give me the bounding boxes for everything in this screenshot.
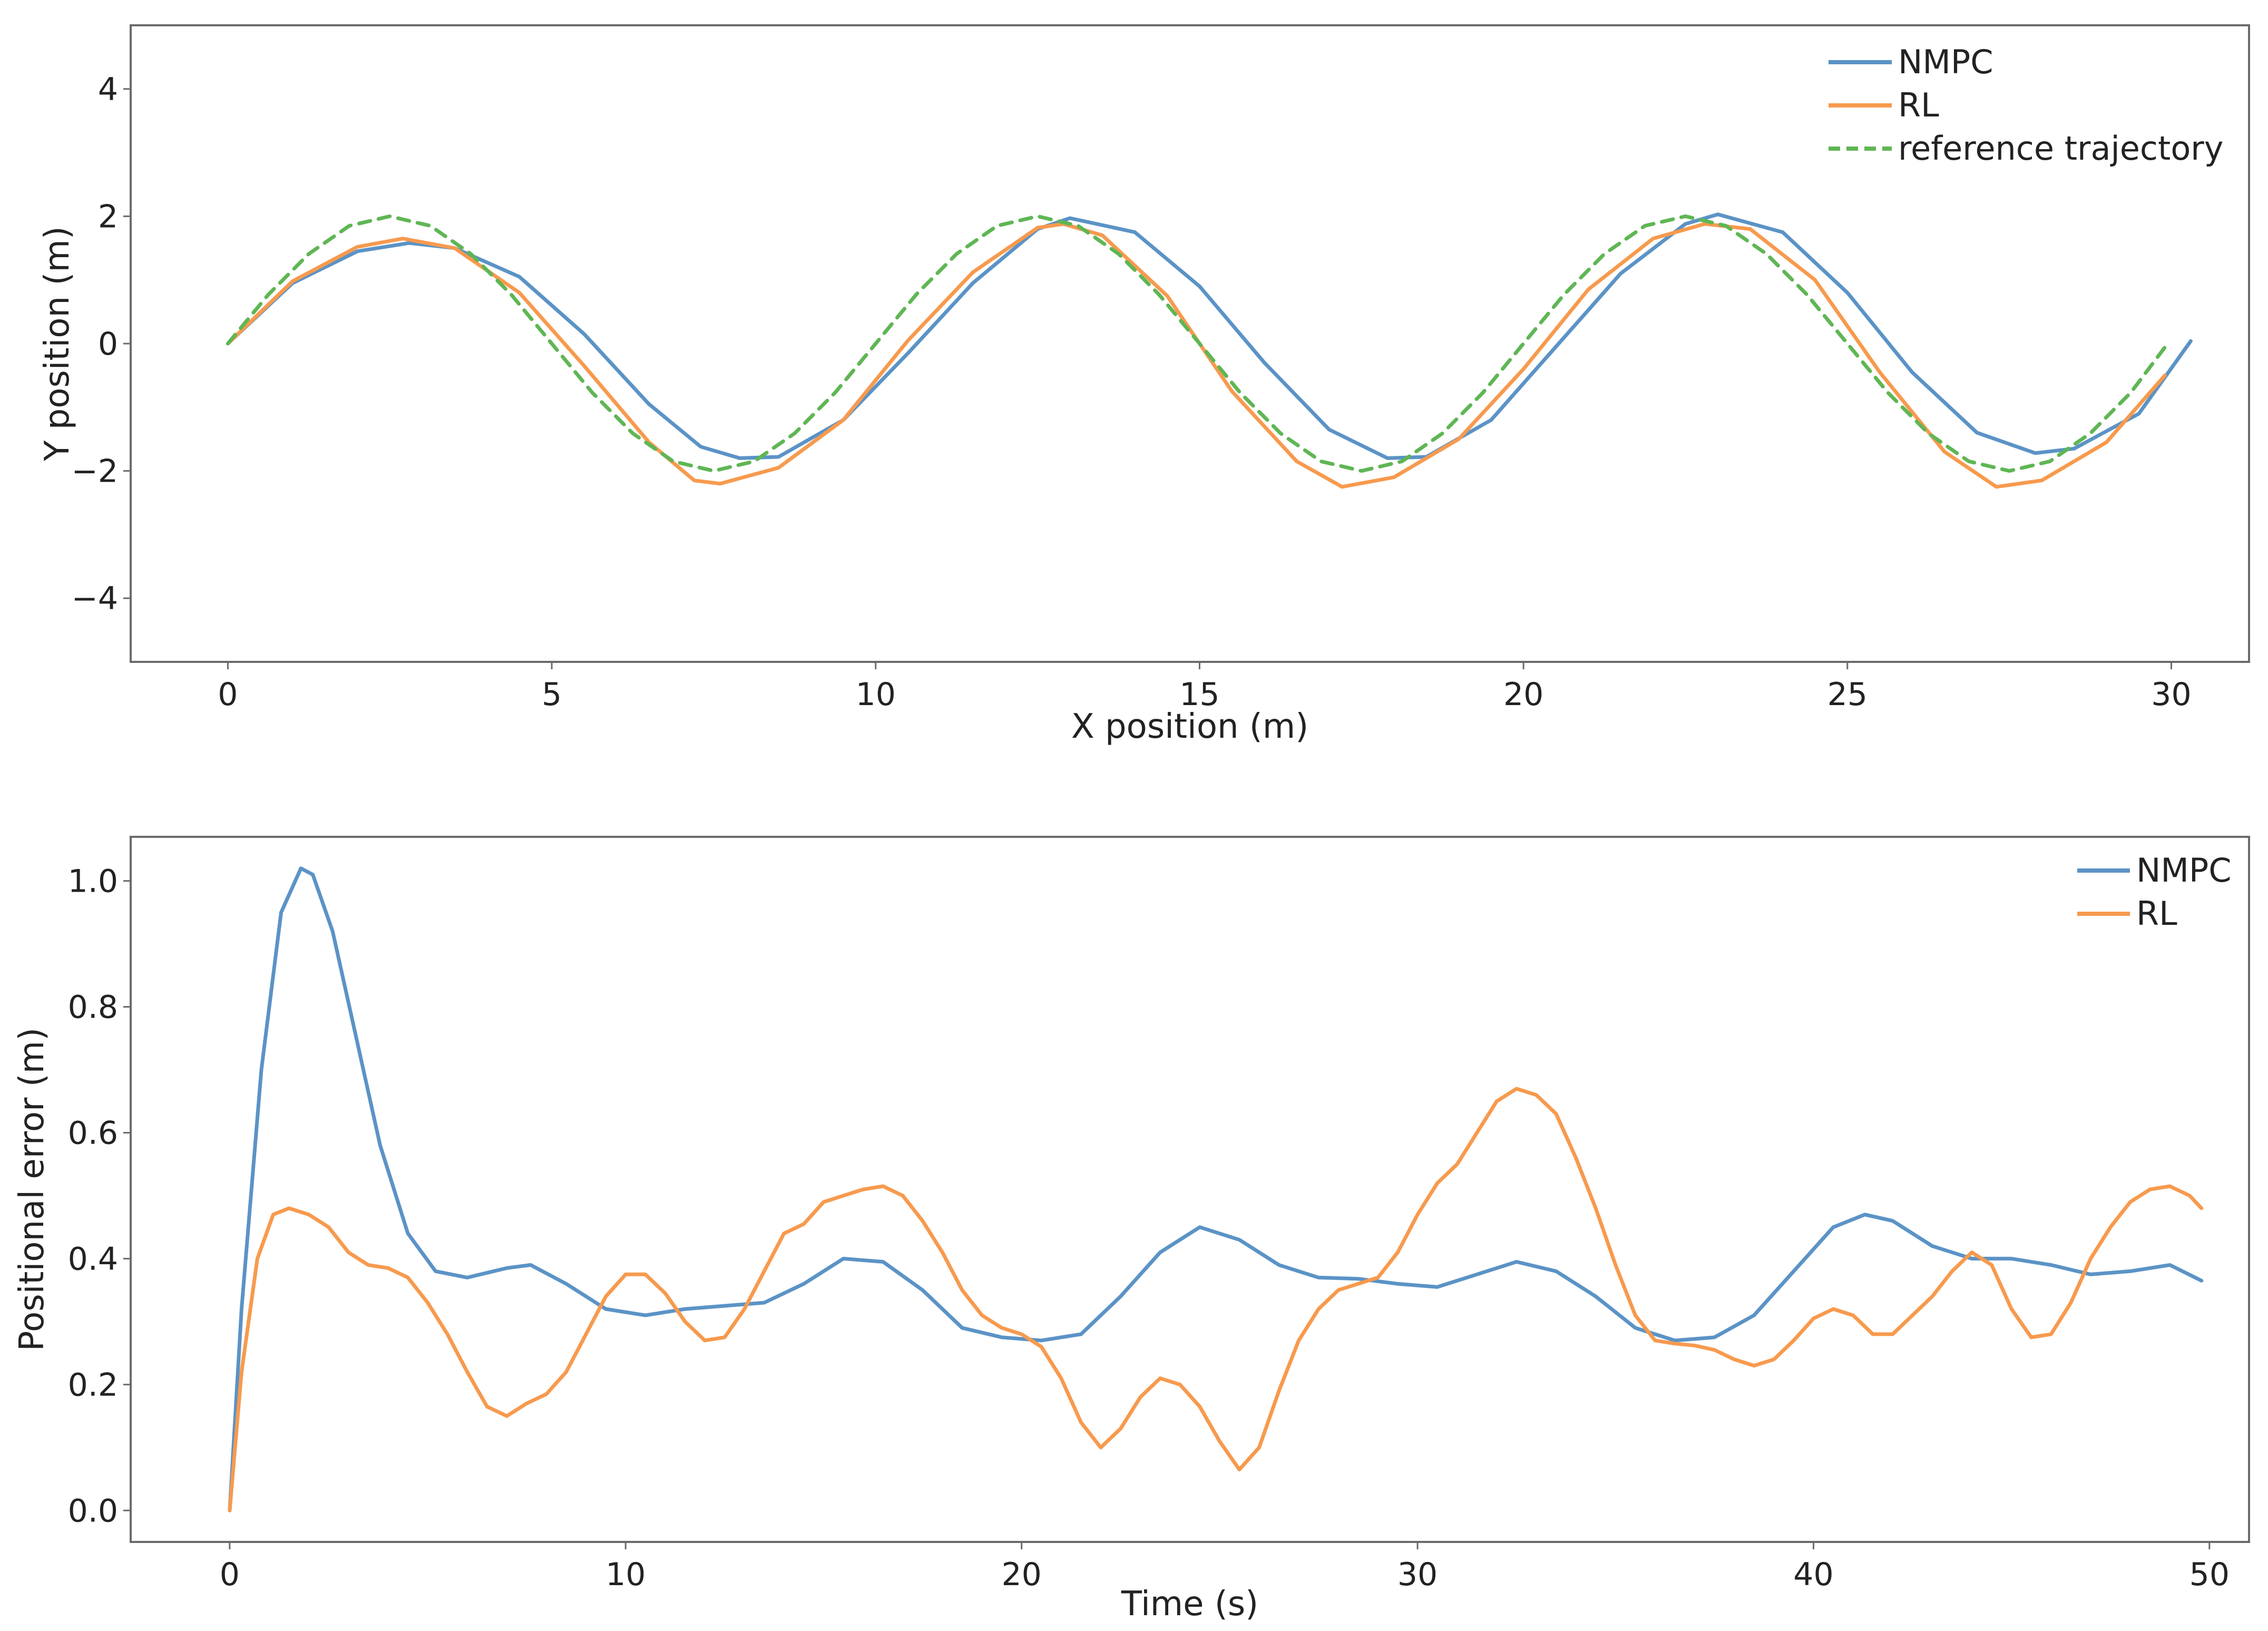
y-tick-label: 0.2 <box>68 1366 118 1403</box>
error-chart: 0 10 20 30 40 50 0.0 0.2 0.4 0.6 0.8 1.0 Time (s) P… <box>13 836 2250 1624</box>
y-tick-label: −4 <box>72 580 118 617</box>
x-tick-label: 20 <box>1503 676 1543 713</box>
y-tick-label: −2 <box>72 453 118 490</box>
legend-item-rl: RL <box>2077 894 2177 933</box>
error-legend: NMPC RL <box>2077 851 2232 933</box>
y-tick-label: 0.0 <box>68 1492 118 1529</box>
trajectory-x-axis-label: X position (m) <box>1071 707 1308 746</box>
legend-item-nmpc: NMPC <box>2077 851 2232 890</box>
y-tick-label: 0.4 <box>68 1241 118 1277</box>
y-tick-label: 0 <box>98 326 118 363</box>
error-plot-frame <box>130 836 2250 1543</box>
legend-label-rl: RL <box>2136 894 2177 933</box>
error-plot-area: 0 10 20 30 40 50 0.0 0.2 0.4 0.6 0.8 1.0 <box>68 836 2250 1593</box>
series-line-nmpc <box>228 866 2204 1512</box>
legend-item-rl: RL <box>1829 86 1939 124</box>
y-tick-label: 0.8 <box>68 989 118 1026</box>
y-tick-label: 1.0 <box>68 863 118 900</box>
legend-label-rl: RL <box>1898 86 1939 124</box>
trajectory-chart: 0 5 10 15 20 25 30 −4 −2 0 2 4 X position (m) Y pos… <box>38 24 2250 746</box>
x-tick-label: 40 <box>1793 1556 1833 1593</box>
series-line-nmpc <box>226 212 2193 460</box>
x-tick-label: 50 <box>2189 1556 2230 1593</box>
x-tick-label: 20 <box>1001 1556 1041 1593</box>
y-tick-label: 4 <box>98 71 118 108</box>
x-tick-label: 15 <box>1179 676 1219 713</box>
series-line-rl <box>226 222 2167 489</box>
series-line-reference-trajectory <box>226 214 2167 473</box>
legend-label-nmpc: NMPC <box>2136 851 2232 890</box>
x-tick-label: 10 <box>605 1556 646 1593</box>
x-tick-label: 0 <box>220 1556 240 1593</box>
trajectory-plot-area: 0 5 10 15 20 25 30 −4 −2 0 2 4 <box>72 24 2250 713</box>
error-x-axis-label: Time (s) <box>1121 1585 1258 1624</box>
legend-label-nmpc: NMPC <box>1898 43 1993 81</box>
x-tick-label: 25 <box>1827 676 1868 713</box>
error-y-axis-label: Positional error (m) <box>13 1028 52 1351</box>
x-tick-label: 0 <box>218 676 238 713</box>
series-line-rl <box>228 1087 2204 1512</box>
legend-item-reference-trajectory: reference trajectory <box>1829 129 2223 168</box>
x-tick-label: 30 <box>1397 1556 1438 1593</box>
trajectory-y-axis-label: Y position (m) <box>38 226 77 462</box>
x-tick-label: 5 <box>542 676 562 713</box>
trajectory-legend: NMPC RL reference trajectory <box>1829 43 2223 168</box>
x-tick-label: 30 <box>2151 676 2191 713</box>
legend-label-reference-trajectory: reference trajectory <box>1898 129 2223 168</box>
y-tick-label: 2 <box>98 198 118 235</box>
x-tick-label: 10 <box>856 676 896 713</box>
legend-item-nmpc: NMPC <box>1829 43 1993 81</box>
y-tick-label: 0.6 <box>68 1115 118 1151</box>
